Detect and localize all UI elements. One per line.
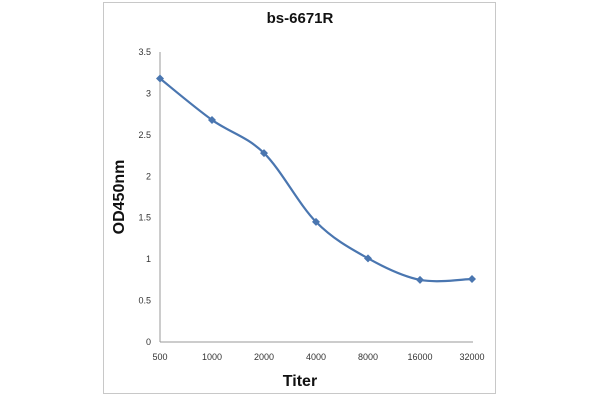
y-axis-label: OD450nm [111,160,128,235]
series-line [159,77,473,283]
x-tick-label: 8000 [358,352,378,362]
data-point-marker [208,115,216,124]
x-tick-label: 16000 [407,352,432,362]
x-tick-label: 500 [152,352,167,362]
x-axis-label: Titer [283,373,317,390]
y-tick-label: 1.5 [138,213,151,223]
data-point-marker [312,217,320,226]
data-point-marker [260,149,268,158]
y-tick-label: 2.5 [138,130,151,140]
data-point-marker [416,275,424,284]
data-point-marker [468,275,476,284]
y-tick-label: 3.5 [138,47,151,57]
x-tick-label: 32000 [459,352,484,362]
y-tick-label: 0 [146,337,151,347]
y-tick-label: 3 [146,88,151,98]
data-point-marker [364,254,372,263]
x-tick-label: 1000 [202,352,222,362]
y-tick-label: 0.5 [138,296,151,306]
chart-frame [103,2,496,394]
y-tick-label: 1 [146,254,151,264]
x-tick-label: 2000 [254,352,274,362]
x-tick-label: 4000 [306,352,326,362]
chart-title: bs-6671R [267,10,334,27]
y-tick-label: 2 [146,171,151,181]
data-point-marker [156,74,164,83]
